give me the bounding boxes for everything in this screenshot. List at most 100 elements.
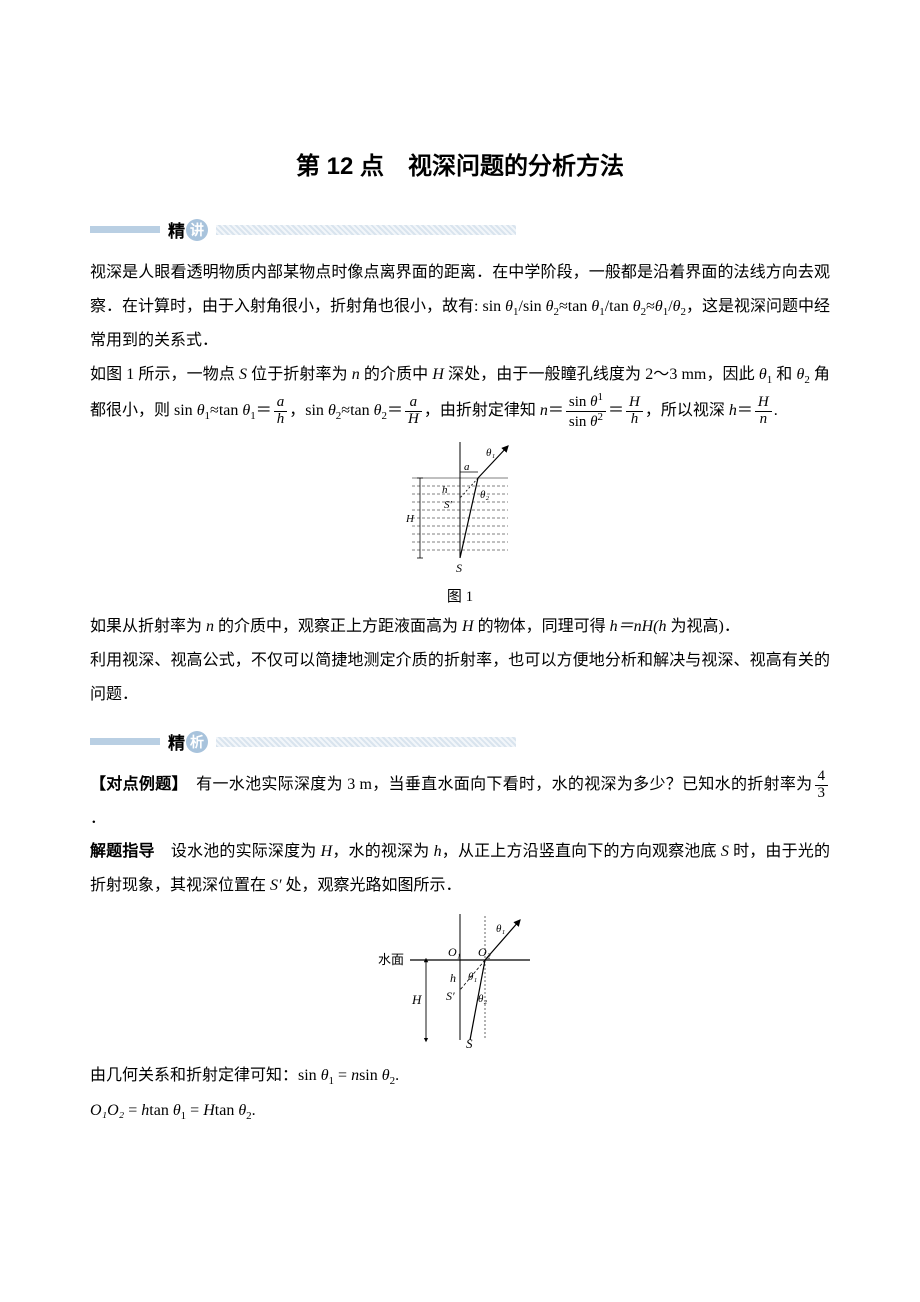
lecture-para-1: 视深是人眼看透明物质内部某物点时像点离界面的距离．在中学阶段，一般都是沿着界面的… [90, 256, 830, 357]
section-label-analysis: 精 析 [168, 729, 208, 754]
sym: O₁O₂ [90, 1102, 124, 1119]
num: H [755, 395, 772, 412]
sym: S [239, 366, 247, 383]
sym: H [321, 843, 333, 860]
text: ≈tan [210, 402, 242, 419]
text: 的物体，同理可得 [474, 618, 610, 635]
fraction: 43 [815, 769, 829, 802]
den: 3 [815, 786, 829, 802]
sym: θ [238, 1102, 246, 1119]
text: = [124, 1102, 141, 1119]
fraction: Hh [626, 395, 643, 428]
bar-left [90, 738, 160, 745]
num: a [274, 395, 288, 412]
text: ，水的视深为 [332, 843, 433, 860]
sym: θ [673, 298, 681, 315]
sym: S [721, 843, 729, 860]
text: ． [90, 810, 106, 827]
bar-right [216, 225, 516, 235]
svg-text:θ₁: θ₁ [468, 971, 477, 983]
section-circle-lecture: 讲 [186, 219, 208, 241]
num: a [405, 395, 422, 412]
guide-label: 解题指导 [90, 843, 155, 860]
sub: 1 [599, 306, 605, 318]
example-label: 【对点例题】 [90, 776, 180, 793]
bar-right [216, 737, 516, 747]
sym: θ [321, 1067, 329, 1084]
example-para: 【对点例题】 有一水池实际深度为 3 m，当垂直水面向下看时，水的视深为多少？已… [90, 768, 830, 835]
sub: 1 [663, 306, 669, 318]
sym: h [434, 843, 442, 860]
text: 的介质中 [360, 366, 433, 383]
bar-left [90, 226, 160, 233]
figure-1-caption: 图 1 [90, 585, 830, 606]
text: sin [359, 1067, 382, 1084]
den: H [405, 412, 422, 428]
eq1: 由几何关系和折射定律可知：sin θ1 = nsin θ2. [90, 1059, 830, 1093]
sub: 2 [390, 1076, 396, 1088]
sym: θ [197, 402, 205, 419]
sym: n [206, 618, 214, 635]
sym: θ [505, 298, 513, 315]
sub: 1 [513, 306, 519, 318]
guide-para: 解题指导 设水池的实际深度为 H，水的视深为 h，从正上方沿竖直向下的方向观察池… [90, 835, 830, 902]
num: 4 [815, 769, 829, 786]
section-bar-analysis: 精 析 [90, 729, 830, 754]
lecture-para-4: 利用视深、视高公式，不仅可以简捷地测定介质的折射率，也可以方便地分析和解决与视深… [90, 644, 830, 711]
sym: θ [759, 366, 767, 383]
sym: n [351, 1067, 359, 1084]
text: ，从正上方沿竖直向下的方向观察池底 [442, 843, 721, 860]
lecture-para-3: 如果从折射率为 n 的介质中，观察正上方距液面高为 H 的物体，同理可得 h＝n… [90, 610, 830, 644]
section-bar-lecture: 精 讲 [90, 217, 830, 242]
sub: 2 [641, 306, 647, 318]
section-label-lecture: 精 讲 [168, 217, 208, 242]
sym: θ [633, 298, 641, 315]
sym: S′ [270, 877, 282, 894]
text: 有一水池实际深度为 3 m，当垂直水面向下看时，水的视深为多少？已知水的折射率为 [180, 776, 813, 793]
section-prefix: 精 [168, 217, 185, 242]
sym: θ [655, 298, 663, 315]
svg-text:S: S [466, 1036, 473, 1050]
svg-text:S: S [456, 561, 462, 575]
svg-text:h: h [450, 971, 456, 985]
eq2: O₁O₂ = htan θ1 = Htan θ2. [90, 1094, 830, 1128]
sym: H [462, 618, 474, 635]
svg-text:θ₁: θ₁ [486, 447, 495, 459]
text: ≈tan [341, 402, 373, 419]
fraction: Hn [755, 395, 772, 428]
svg-text:S′: S′ [446, 989, 455, 1003]
sym: h＝nH(h [610, 618, 667, 635]
fraction: sin θ1sin θ2 [566, 392, 606, 431]
svg-text:H: H [405, 513, 415, 525]
text: ，由折射定律知 [424, 402, 540, 419]
sym: H [432, 366, 444, 383]
svg-text:O₁: O₁ [448, 945, 461, 959]
sub: 2 [246, 1110, 252, 1122]
text: ，所以视深 [645, 402, 729, 419]
svg-text:θ₂: θ₂ [478, 993, 487, 1005]
text: ，sin [289, 402, 328, 419]
text: 处，观察光路如图所示． [282, 877, 462, 894]
page-title: 第 12 点 视深问题的分析方法 [90, 146, 830, 181]
svg-text:θ₂: θ₂ [480, 489, 489, 501]
text: 如图 1 所示，一物点 [90, 366, 239, 383]
sym: θ [382, 1067, 390, 1084]
sym: H [203, 1102, 215, 1119]
lecture-para-2: 如图 1 所示，一物点 S 位于折射率为 n 的介质中 H 深处，由于一般瞳孔线… [90, 358, 830, 431]
svg-text:O₂: O₂ [478, 945, 491, 959]
sub: 2 [381, 410, 387, 422]
text: tan [215, 1102, 239, 1119]
text: 和 [772, 366, 796, 383]
figure-2-svg: 水面 O₁ O₂ θ₁ θ₁ θ₂ h S′ H S [360, 910, 560, 1050]
page: 第 12 点 视深问题的分析方法 精 讲 视深是人眼看透明物质内部某物点时像点离… [0, 0, 920, 1302]
sym: θ [328, 402, 336, 419]
sub: 1 [250, 410, 256, 422]
sym: θ [546, 298, 554, 315]
text: 为视高)． [667, 618, 740, 635]
fraction: ah [274, 395, 288, 428]
text: 深处，由于一般瞳孔线度为 2～3 mm，因此 [444, 366, 759, 383]
svg-text:a: a [464, 461, 470, 473]
fraction: aH [405, 395, 422, 428]
text: tan [149, 1102, 173, 1119]
section-circle-analysis: 析 [186, 731, 208, 753]
